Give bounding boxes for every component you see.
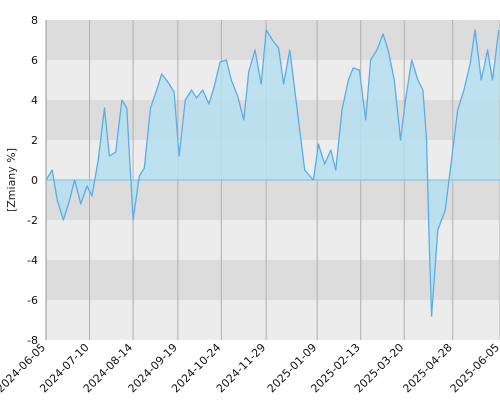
x-tick-labels: 2024-06-052024-07-102024-08-142024-09-19… bbox=[0, 341, 500, 395]
y-axis-label: [Zmiany %] bbox=[5, 148, 18, 212]
y-tick-labels: -8 -6 -4 -2 0 2 4 6 8 bbox=[27, 14, 38, 347]
y-tick-label: -4 bbox=[27, 254, 38, 267]
y-tick-label: 6 bbox=[31, 54, 38, 67]
y-tick-label: -6 bbox=[27, 294, 38, 307]
band bbox=[46, 180, 500, 220]
area-fill bbox=[46, 30, 499, 316]
x-tick-label: 2025-06-05 bbox=[448, 341, 500, 395]
y-tick-label: -8 bbox=[27, 334, 38, 347]
y-tick-label: 4 bbox=[31, 94, 38, 107]
y-tick-label: 8 bbox=[31, 14, 38, 27]
y-tick-label: 2 bbox=[31, 134, 38, 147]
band bbox=[46, 260, 500, 300]
y-tick-label: -2 bbox=[27, 214, 38, 227]
band bbox=[46, 300, 500, 340]
series-line bbox=[45, 29, 500, 317]
band bbox=[46, 220, 500, 260]
x-tick-label: 2025-04-28 bbox=[400, 341, 454, 395]
y-tick-label: 0 bbox=[31, 174, 38, 187]
